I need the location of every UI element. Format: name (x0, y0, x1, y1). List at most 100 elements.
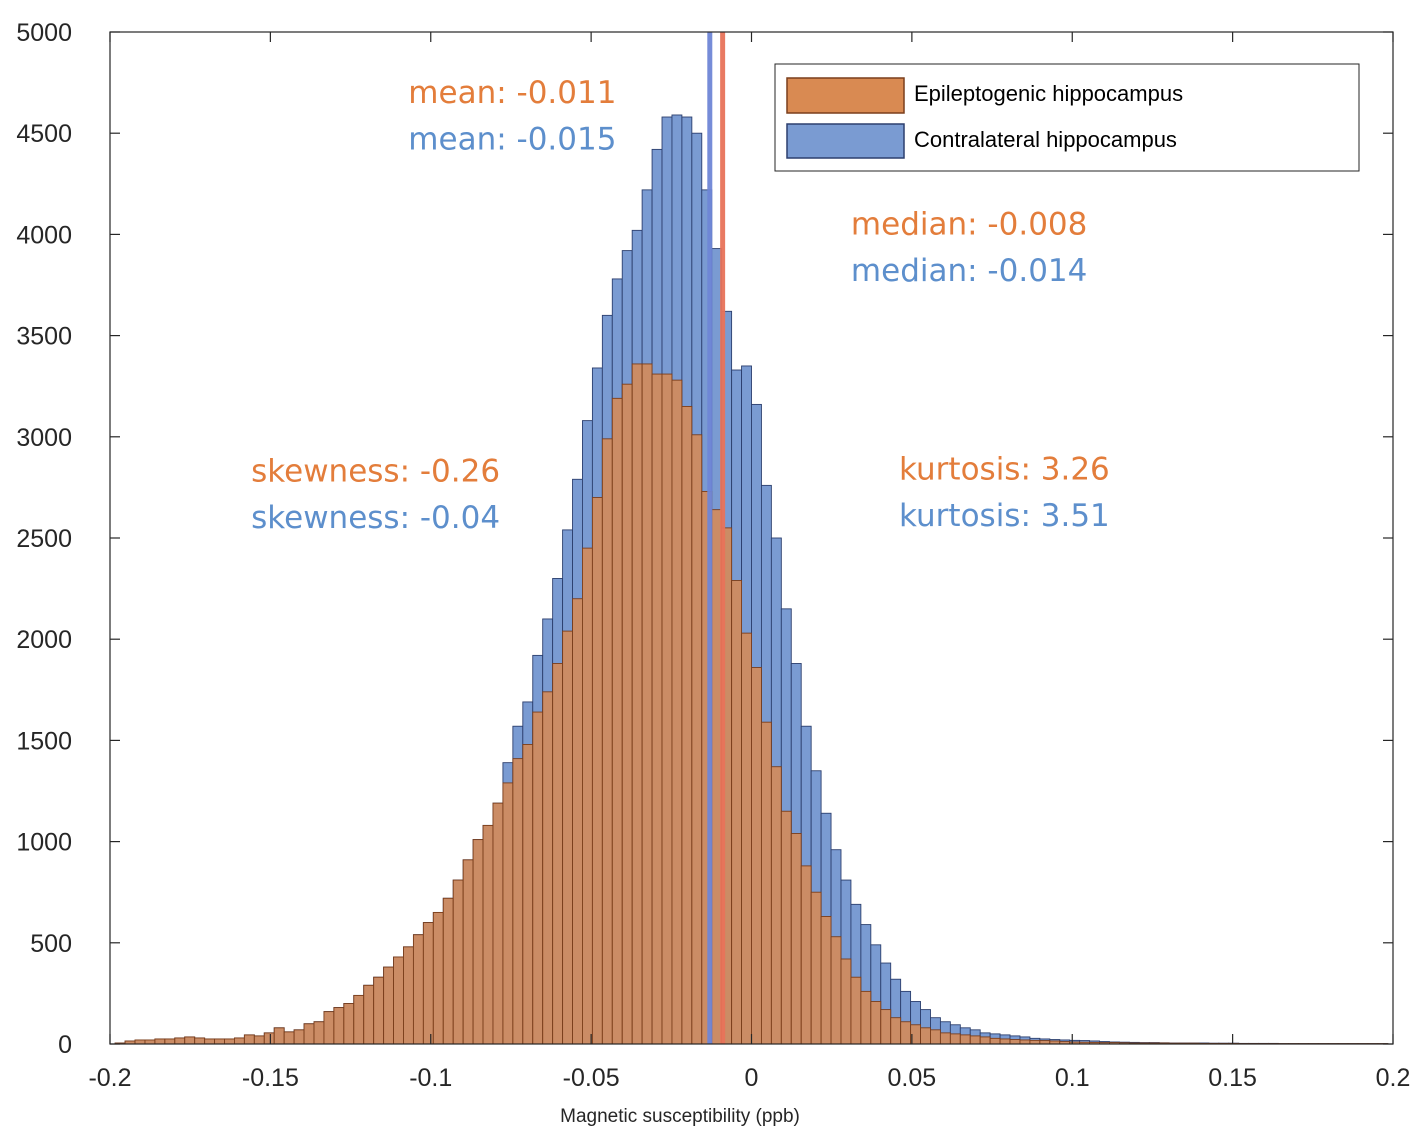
bar-epileptogenic (979, 1036, 991, 1045)
bar-epileptogenic (323, 1011, 335, 1045)
bar-epileptogenic (939, 1032, 951, 1045)
bar-epileptogenic (442, 897, 454, 1045)
bar-epileptogenic (253, 1035, 265, 1045)
y-tick-label: 3500 (16, 323, 72, 351)
bar-epileptogenic (422, 922, 434, 1045)
stat-annotation: median: -0.008 (851, 206, 1087, 242)
bar-epileptogenic (850, 976, 862, 1045)
bar-epileptogenic (949, 1033, 961, 1045)
bar-epileptogenic (800, 865, 812, 1045)
bar-epileptogenic (383, 966, 394, 1045)
bar-epileptogenic (671, 379, 683, 1045)
bar-epileptogenic (283, 1031, 295, 1045)
y-tick-label: 5000 (16, 19, 72, 47)
bar-epileptogenic (691, 434, 703, 1045)
bar-epileptogenic (760, 721, 772, 1045)
x-tick-label: -0.15 (242, 1064, 299, 1092)
bar-epileptogenic (462, 859, 474, 1045)
bar-epileptogenic (681, 405, 693, 1045)
y-tick-label: 3000 (16, 424, 72, 452)
bar-epileptogenic (154, 1038, 166, 1045)
bar-epileptogenic (224, 1038, 235, 1045)
bar-epileptogenic (432, 911, 444, 1045)
bar-epileptogenic (989, 1037, 1001, 1045)
stat-annotation: mean: -0.015 (408, 121, 616, 157)
y-tick-label: 0 (58, 1031, 72, 1059)
bar-epileptogenic (840, 958, 852, 1045)
bar-epileptogenic (900, 1021, 912, 1045)
y-tick-label: 2500 (16, 525, 72, 553)
bar-epileptogenic (770, 766, 782, 1045)
bar-epileptogenic (591, 497, 603, 1045)
bar-epileptogenic (204, 1038, 216, 1045)
stat-annotation: kurtosis: 3.51 (899, 498, 1110, 534)
bar-epileptogenic (243, 1034, 255, 1045)
bar-epileptogenic (969, 1035, 981, 1045)
bar-epileptogenic (492, 802, 504, 1045)
vlines-layer (707, 32, 726, 1044)
bar-epileptogenic (174, 1037, 186, 1045)
bar-epileptogenic (293, 1029, 305, 1045)
x-tick-label: 0 (745, 1064, 759, 1092)
bar-epileptogenic (731, 580, 742, 1045)
stat-annotation: skewness: -0.26 (251, 453, 500, 489)
bar-epileptogenic (582, 547, 593, 1045)
x-tick-label: 0.15 (1208, 1064, 1257, 1092)
ticks-layer (109, 31, 1394, 1045)
legend-swatch-epileptogenic (786, 77, 905, 114)
y-tick-label: 1000 (16, 829, 72, 857)
x-tick-label: 0.05 (888, 1064, 937, 1092)
bar-epileptogenic (830, 936, 842, 1045)
stat-annotation: kurtosis: 3.26 (899, 451, 1110, 487)
bar-epileptogenic (472, 839, 484, 1045)
bar-epileptogenic (810, 891, 822, 1045)
bar-epileptogenic (452, 879, 464, 1045)
bar-epileptogenic (651, 373, 663, 1045)
bar-epileptogenic (890, 1017, 902, 1045)
bar-epileptogenic (780, 810, 792, 1045)
bar-epileptogenic (144, 1039, 156, 1045)
x-axis-title: Magnetic susceptibility (ppb) (560, 1106, 800, 1127)
bar-epileptogenic (631, 363, 643, 1045)
bar-epileptogenic (482, 824, 494, 1045)
bar-epileptogenic (313, 1021, 325, 1045)
bar-epileptogenic (343, 1003, 355, 1045)
bar-epileptogenic (611, 397, 623, 1045)
bar-epileptogenic (751, 667, 762, 1045)
bar-epileptogenic (542, 691, 554, 1045)
bar-epileptogenic (412, 934, 424, 1045)
bar-epileptogenic (621, 383, 633, 1045)
bar-epileptogenic (820, 916, 832, 1045)
bar-epileptogenic (263, 1032, 275, 1045)
bar-epileptogenic (214, 1038, 225, 1045)
stat-annotation: skewness: -0.04 (251, 500, 500, 536)
bar-epileptogenic (790, 833, 802, 1045)
stat-annotation: mean: -0.011 (408, 75, 616, 111)
legend: Epileptogenic hippocampus Contralateral … (774, 63, 1360, 172)
legend-swatch-contralateral (786, 123, 905, 159)
bar-epileptogenic (184, 1036, 196, 1045)
legend-label-epileptogenic: Epileptogenic hippocampus (914, 81, 1183, 106)
legend-label-contralateral: Contralateral hippocampus (914, 127, 1177, 152)
stat-annotation: median: -0.014 (851, 253, 1087, 289)
bar-epileptogenic (959, 1034, 971, 1045)
bar-epileptogenic (930, 1029, 941, 1045)
y-tick-labels: 0 500 1000 1500 2000 2500 3000 3500 4000 4500 5000 (16, 19, 72, 1059)
bar-epileptogenic (860, 990, 872, 1045)
bar-epileptogenic (601, 438, 613, 1045)
bar-epileptogenic (353, 994, 365, 1045)
series-epileptogenic (114, 363, 1389, 1045)
x-tick-label: 0.1 (1055, 1064, 1090, 1092)
bar-epileptogenic (373, 976, 385, 1045)
y-tick-label: 1500 (16, 727, 72, 755)
bar-epileptogenic (134, 1039, 146, 1045)
y-tick-label: 2000 (16, 626, 72, 654)
bar-epileptogenic (552, 663, 564, 1045)
bar-epileptogenic (741, 632, 752, 1045)
x-tick-label: -0.2 (88, 1064, 131, 1092)
bar-epileptogenic (403, 946, 414, 1045)
bar-epileptogenic (303, 1023, 315, 1045)
bar-epileptogenic (522, 744, 534, 1045)
bar-epileptogenic (870, 1001, 882, 1045)
